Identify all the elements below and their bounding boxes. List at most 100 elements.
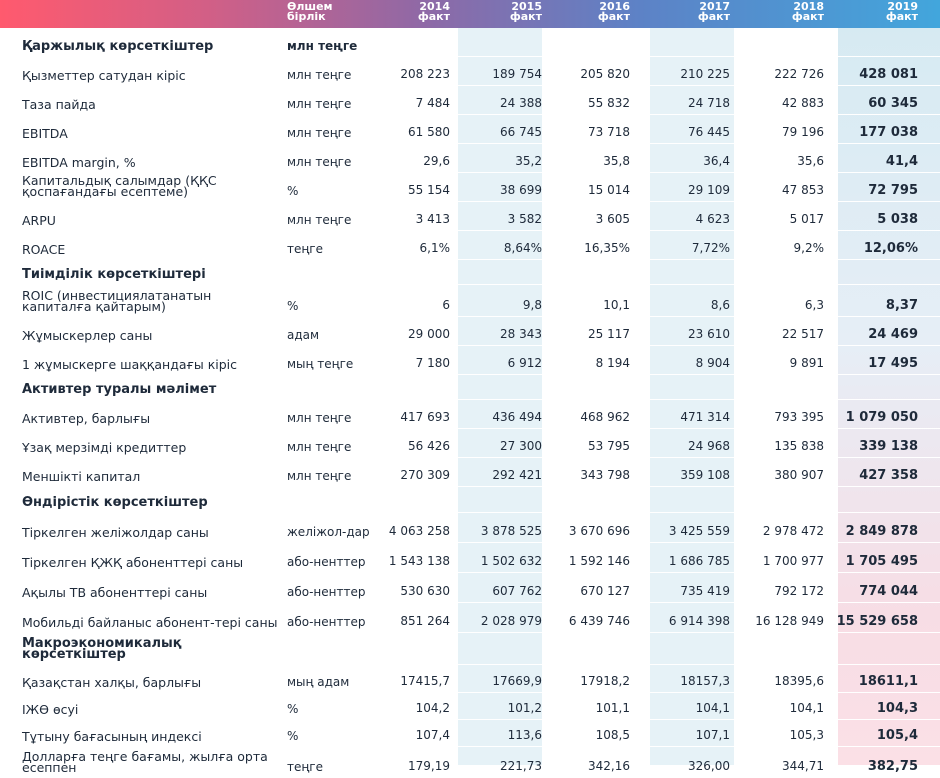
value-cell: 6 914 398	[668, 614, 730, 628]
year-sub-label: факт	[509, 10, 542, 23]
value-cell: 1 686 785	[668, 554, 730, 568]
year-header-2019: 2019 факт	[838, 0, 918, 28]
year-label: 2014	[419, 0, 450, 13]
unit-cell: %	[287, 299, 299, 313]
table-header: Өлшем бірлік 2014 факт 2015 факт 2016 фа…	[0, 0, 940, 28]
indicator-label: Ұзақ мерзімді кредиттер	[22, 440, 187, 455]
value-cell: 222 726	[774, 67, 824, 81]
year-label: 2016	[599, 0, 630, 13]
row-divider	[0, 316, 940, 317]
value-cell: 270 309	[400, 468, 450, 482]
indicator-label: ARPU	[22, 213, 56, 228]
value-cell: 179,19	[408, 759, 450, 773]
value-cell: 342,16	[588, 759, 630, 773]
value-cell: 6,3	[804, 298, 824, 312]
value-cell: 16,35%	[584, 241, 630, 255]
value-cell: 101,2	[507, 701, 542, 715]
value-cell: 107,1	[695, 728, 730, 742]
unit-cell: %	[287, 729, 299, 743]
row-divider	[0, 602, 940, 603]
unit-cell	[287, 633, 377, 665]
value-cell: 3 425 559	[668, 524, 730, 538]
table-row: 1 жұмыскерге шаққандағы кіріс мың теңге 7 …	[0, 346, 940, 375]
indicator-label: Тіркелген желіжолдар саны	[22, 525, 209, 540]
value-cell: 76 445	[688, 125, 730, 139]
value-cell: 427 358	[859, 468, 918, 483]
row-divider	[0, 457, 940, 458]
section-row: Қаржылық көрсеткіштер млн теңге	[0, 28, 940, 57]
value-cell: 530 630	[400, 584, 450, 598]
value-cell: 10,1	[603, 298, 630, 312]
year-sub-label: факт	[697, 10, 730, 23]
indicator-label: Тұтыну бағасының индексі	[22, 729, 202, 744]
value-cell: 105,3	[789, 728, 824, 742]
indicator-label: Ақылы ТВ абоненттері саны	[22, 585, 208, 600]
value-cell: 339 138	[859, 439, 918, 454]
value-cell: 17 495	[868, 356, 918, 371]
value-cell: 38 699	[500, 183, 542, 197]
row-divider	[0, 692, 940, 693]
table-row: Долларға теңге бағамы, жылға орта есеппе…	[0, 747, 940, 778]
value-cell: 17918,2	[580, 674, 630, 688]
indicator-label: 1 жұмыскерге шаққандағы кіріс	[22, 357, 238, 372]
value-cell: 35,8	[603, 154, 630, 168]
value-cell: 6 912	[507, 356, 542, 370]
unit-cell: теңге	[287, 242, 323, 256]
indicator-label: ROIC (инвестициялатанатын капиталға қайт…	[22, 288, 212, 314]
value-cell: 1 502 632	[480, 554, 542, 568]
value-cell: 15 014	[588, 183, 630, 197]
value-cell: 73 718	[588, 125, 630, 139]
table-row: Активтер, барлығы млн теңге 417 693 436 494…	[0, 400, 940, 429]
value-cell: 436 494	[492, 410, 542, 424]
value-cell: 1 079 050	[845, 410, 918, 425]
table-row: Қазақстан халқы, барлығы мың адам 17415,7 1…	[0, 665, 940, 693]
value-cell: 8 904	[695, 356, 730, 370]
unit-cell: адам	[287, 328, 320, 342]
value-cell: 28 343	[500, 327, 542, 341]
year-label: 2015	[511, 0, 542, 13]
table-row: ROIC (инвестициялатанатын капиталға қайт…	[0, 285, 940, 317]
table-row: Ұзақ мерзімді кредиттер млн теңге 56 426 27…	[0, 429, 940, 458]
value-cell: 208 223	[400, 67, 450, 81]
value-cell: 428 081	[859, 67, 918, 82]
indicator-label: EBITDA	[22, 126, 68, 141]
table-row: Тіркелген ҚЖҚ абоненттері саны або-нентте…	[0, 543, 940, 573]
value-cell: 326,00	[688, 759, 730, 773]
value-cell: 16 128 949	[755, 614, 824, 628]
value-cell: 3 413	[415, 212, 450, 226]
year-header-2018: 2018 факт	[740, 0, 824, 28]
year-sub-label: факт	[791, 10, 824, 23]
value-cell: 60 345	[868, 96, 918, 111]
row-divider	[0, 632, 940, 633]
value-cell: 24 469	[868, 327, 918, 342]
row-divider	[0, 201, 940, 202]
table-row: Жұмыскерлер саны адам 29 000 28 343 25 117 23…	[0, 317, 940, 346]
unit-column-header: Өлшем бірлік	[287, 0, 367, 28]
section-title: Макроэкономикалық көрсеткіштер	[22, 636, 182, 662]
value-cell: 4 063 258	[388, 524, 450, 538]
table-row: EBITDA млн теңге 61 580 66 745 73 718 76 445 7…	[0, 115, 940, 144]
value-cell: 382,75	[867, 759, 918, 774]
value-cell: 18611,1	[858, 674, 918, 689]
value-cell: 8,6	[710, 298, 730, 312]
year-label: 2017	[699, 0, 730, 13]
row-divider	[0, 572, 940, 573]
table-row: EBITDA margin, % млн теңге 29,6 35,2 35,8 36,…	[0, 144, 940, 173]
unit-cell: желіжол-дар	[287, 525, 370, 539]
row-divider	[0, 542, 940, 543]
row-divider	[0, 56, 940, 57]
value-cell: 607 762	[492, 584, 542, 598]
value-cell: 18395,6	[774, 674, 824, 688]
value-cell: 3 878 525	[480, 524, 542, 538]
indicator-label: ROACE	[22, 242, 66, 257]
value-cell: 42 883	[782, 96, 824, 110]
value-cell: 468 962	[580, 410, 630, 424]
value-cell: 104,2	[415, 701, 450, 715]
indicator-label: Активтер, барлығы	[22, 411, 151, 426]
row-divider	[0, 719, 940, 720]
unit-cell	[287, 260, 377, 285]
value-cell: 6 439 746	[568, 614, 630, 628]
value-cell: 12,06%	[863, 241, 918, 256]
indicator-label: Жұмыскерлер саны	[22, 328, 153, 343]
indicators-table: Қаржылық көрсеткіштер млн теңге Қызметтер …	[0, 28, 940, 778]
